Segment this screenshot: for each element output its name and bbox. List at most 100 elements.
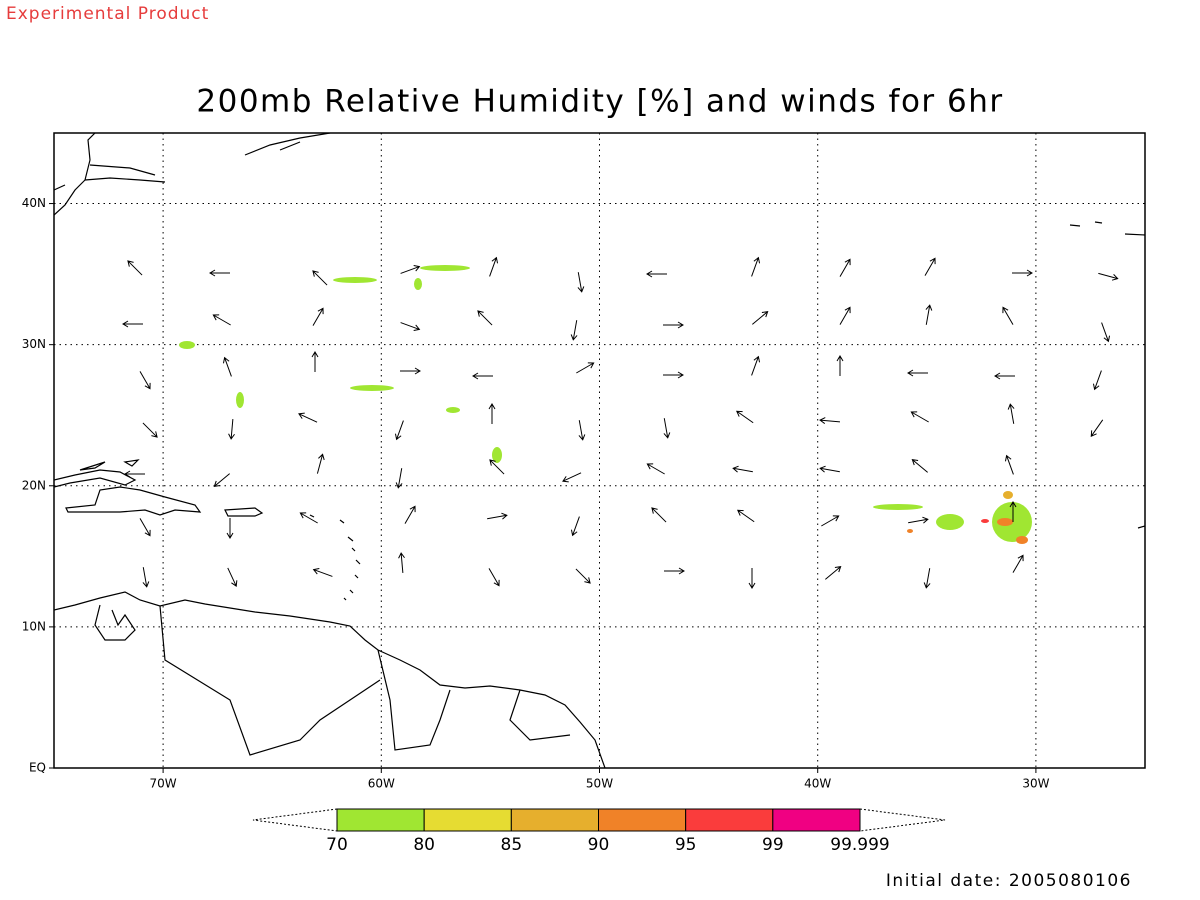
wind-arrow	[662, 371, 684, 379]
x-tick-label: 70W	[150, 777, 177, 791]
wind-arrow	[136, 516, 154, 538]
wind-arrow	[734, 408, 756, 426]
wind-arrow	[907, 515, 929, 527]
colorbar-label: 80	[413, 835, 435, 855]
y-tick-label: 10N	[22, 619, 46, 633]
wind-arrow	[569, 319, 581, 341]
wind-arrow	[836, 355, 844, 377]
wind-arrow	[486, 256, 500, 278]
humidity-area	[1003, 491, 1013, 499]
colorbar-box	[336, 808, 425, 832]
colorbar-box	[510, 808, 600, 832]
wind-arrow	[1009, 553, 1027, 575]
wind-arrow	[401, 504, 419, 526]
title: 200mb Relative Humidity [%] and winds fo…	[196, 84, 1003, 120]
wind-arrow	[221, 356, 235, 378]
colorbar-extension	[252, 808, 946, 832]
coastline	[65, 486, 202, 516]
wind-arrow	[909, 456, 931, 476]
wind-arrow	[311, 351, 319, 373]
wind-arrow	[649, 505, 669, 525]
wind-arrow	[819, 512, 841, 530]
colorbar-label: 85	[501, 835, 523, 855]
wind-arrow	[1097, 270, 1119, 282]
wind-arrow	[394, 467, 406, 489]
humidity-area	[981, 519, 989, 523]
x-tick-label: 40W	[804, 777, 831, 791]
coastline	[54, 591, 606, 768]
humidity-area	[179, 341, 195, 349]
y-tick-label: 40N	[22, 196, 46, 210]
wind-arrow	[226, 517, 234, 539]
humidity-areas	[179, 265, 1032, 544]
wind-arrow	[485, 566, 503, 588]
wind-arrow	[748, 256, 762, 278]
x-tick-label: 50W	[586, 777, 613, 791]
initial-date: Initial date: 2005080106	[886, 871, 1132, 891]
wind-arrow	[1003, 454, 1017, 476]
winds	[122, 256, 1119, 589]
wind-arrow	[1091, 369, 1105, 391]
colorbar-box	[423, 808, 512, 832]
grid	[54, 133, 1145, 769]
wind-arrow	[486, 511, 508, 523]
y-tick-label: EQ	[29, 761, 46, 775]
coastline	[54, 133, 166, 216]
wind-arrow	[314, 453, 326, 475]
coastline	[224, 507, 264, 517]
wind-arrow	[662, 321, 684, 329]
colorbar-box	[598, 808, 687, 832]
wind-arrow	[569, 515, 583, 537]
wind-arrow	[475, 308, 495, 328]
wind-arrow	[124, 470, 146, 478]
wind-arrow	[575, 419, 587, 441]
humidity-area	[414, 278, 422, 290]
wind-arrow	[1006, 403, 1018, 425]
x-tick-label: 60W	[368, 777, 395, 791]
wind-arrow	[646, 270, 668, 278]
wind-arrow	[660, 417, 672, 439]
wind-arrow	[309, 306, 327, 328]
wind-arrow	[999, 305, 1017, 327]
wind-arrow	[1088, 417, 1106, 439]
wind-arrow	[922, 304, 934, 326]
wind-arrow	[822, 563, 844, 583]
map-layer	[54, 133, 1145, 768]
coastline	[79, 459, 140, 471]
wind-arrow	[732, 464, 754, 476]
wind-arrow	[122, 320, 144, 328]
wind-arrow	[399, 367, 421, 375]
wind-arrow	[397, 552, 407, 574]
wind-arrow	[227, 418, 237, 440]
humidity-area	[1016, 536, 1028, 544]
wind-arrow	[663, 567, 685, 575]
note: Experimental Product	[6, 4, 209, 24]
wind-arrow	[136, 369, 154, 391]
wind-arrow	[310, 268, 330, 288]
humidity-area	[446, 407, 460, 413]
wind-arrow	[574, 359, 596, 377]
wind-arrow	[921, 256, 939, 278]
wind-arrow	[488, 403, 496, 425]
border	[159, 605, 571, 756]
x-tick-label: 30W	[1022, 777, 1049, 791]
colorbar-label: 95	[675, 835, 697, 855]
wind-arrow	[140, 420, 160, 440]
wind-arrow	[1098, 321, 1112, 343]
wind-arrow	[907, 369, 929, 377]
coastlines	[54, 133, 1145, 768]
humidity-area	[907, 529, 913, 533]
colorbar-label: 70	[326, 835, 348, 855]
coastline	[244, 133, 331, 156]
y-tick-label: 30N	[22, 337, 46, 351]
wind-arrow	[749, 308, 771, 328]
wind-arrow	[1011, 269, 1033, 277]
wind-arrow	[297, 410, 319, 426]
wind-arrow	[735, 507, 757, 525]
wind-arrow	[819, 464, 841, 476]
wind-arrow	[211, 470, 233, 490]
wind-arrow	[393, 419, 407, 441]
coastline	[94, 604, 136, 641]
wind-arrow	[836, 257, 854, 279]
